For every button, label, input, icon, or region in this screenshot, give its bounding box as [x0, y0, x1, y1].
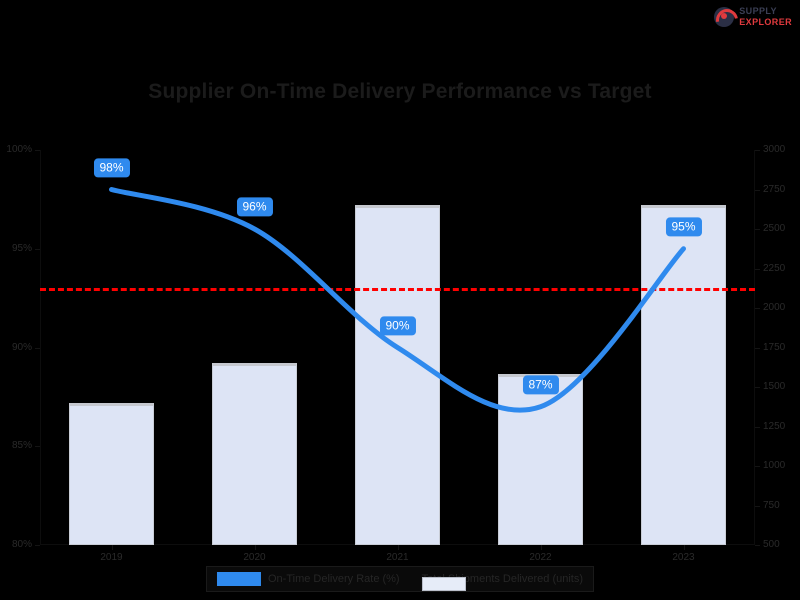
chart-legend: On-Time Delivery Rate (%) Total Shipment… [205, 566, 595, 592]
y-tick-right [755, 189, 760, 191]
data-label: 87% [522, 375, 559, 395]
bar[interactable] [497, 374, 584, 545]
legend-swatch-bar [421, 577, 466, 591]
y-tick-left [35, 248, 40, 250]
y-tick-label-left: 95% [11, 242, 32, 254]
bar[interactable] [68, 402, 155, 545]
x-tick [397, 545, 399, 550]
y-tick-label-right: 1250 [763, 420, 786, 432]
y-tick-label-right: 2750 [763, 183, 786, 195]
brand-wordmark: SUPPLY EXPLORER [739, 7, 792, 27]
y-tick-left [35, 446, 40, 448]
brand-logo: SUPPLY EXPLORER [711, 4, 792, 36]
y-tick-right [755, 466, 760, 467]
data-label: 90% [379, 315, 416, 336]
x-tick [254, 545, 256, 550]
y-tick-label-right: 1500 [763, 381, 786, 392]
data-label: 95% [665, 217, 702, 237]
plot-area: 100% 95% 90% 85% 80% 3000 2750 2500 2250 2000 175… [6, 144, 785, 563]
legend-item-bar[interactable]: Total Shipments Delivered (units) [421, 573, 583, 591]
x-tick-label: 2020 [243, 552, 266, 563]
x-tick-label: 2023 [672, 552, 695, 563]
y-tick-label-right: 750 [763, 499, 780, 511]
legend-label-line: On-Time Delivery Rate (%) [267, 573, 400, 585]
legend-swatch-line [216, 572, 261, 586]
y-tick-right [755, 387, 760, 388]
y-tick-right [755, 347, 760, 349]
globe-icon [711, 4, 743, 36]
x-tick-label: 2021 [386, 552, 409, 563]
y-tick-right [755, 229, 760, 230]
y-tick-label-right: 500 [763, 539, 780, 550]
x-tick [683, 545, 685, 550]
brand-line-1: SUPPLY [739, 6, 777, 16]
line-series [109, 187, 686, 413]
y-tick-right [755, 268, 760, 270]
y-axis-right-line [754, 150, 755, 545]
y-tick-label-left: 85% [11, 440, 32, 452]
line-path [109, 187, 686, 413]
legend-item-line[interactable]: On-Time Delivery Rate (%) [216, 572, 400, 586]
bar[interactable] [211, 363, 298, 545]
y-tick-right [755, 426, 760, 428]
y-tick-left [35, 347, 40, 349]
y-tick-label-right: 2250 [763, 262, 786, 274]
y-tick-left [35, 545, 40, 546]
y-tick-label-right: 1750 [763, 341, 786, 353]
y-tick-label-left: 80% [11, 539, 32, 550]
y-tick-left [35, 150, 40, 151]
y-tick-label-right: 2000 [763, 302, 786, 313]
y-tick-right [755, 545, 760, 546]
y-tick-label-right: 1000 [763, 460, 786, 471]
target-threshold-line [40, 288, 755, 292]
x-tick-label: 2019 [100, 552, 123, 563]
data-label: 98% [93, 157, 130, 178]
brand-line-2: EXPLORER [739, 17, 792, 27]
data-label: 96% [236, 197, 273, 217]
chart-title: Supplier On-Time Delivery Performance vs… [148, 80, 652, 103]
y-tick-label-right: 3000 [763, 144, 786, 155]
y-tick-label-right: 2500 [763, 223, 786, 234]
x-tick [111, 545, 113, 550]
x-tick [540, 545, 542, 550]
y-axis-left-line [40, 150, 41, 545]
y-tick-right [755, 308, 760, 309]
y-tick-label-left: 90% [11, 341, 32, 353]
x-tick-label: 2022 [529, 552, 552, 563]
bar[interactable] [640, 205, 727, 545]
bar[interactable] [354, 205, 441, 545]
y-tick-right [755, 505, 760, 507]
y-tick-right [755, 150, 760, 151]
y-tick-label-left: 100% [6, 144, 32, 155]
